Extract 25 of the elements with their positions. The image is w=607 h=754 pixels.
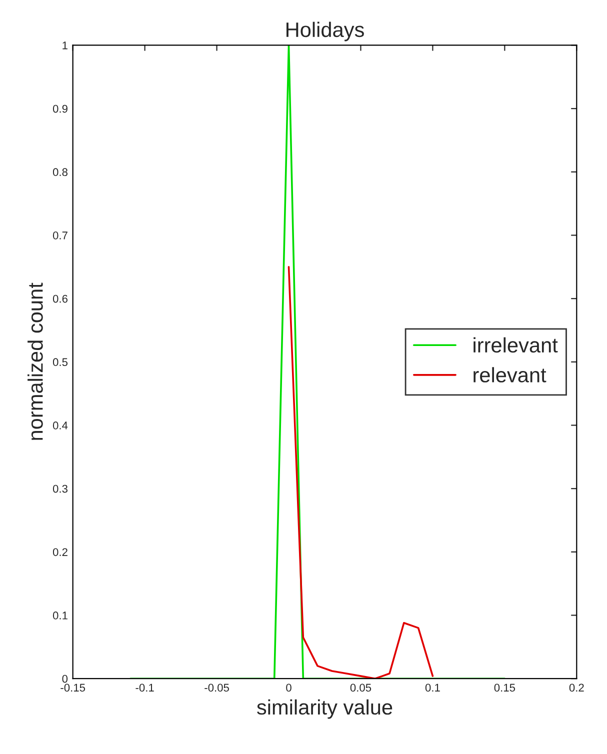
legend-label: irrelevant (474, 337, 558, 353)
y-tick-label: 0.3 (52, 484, 68, 493)
x-tick-label: 0.05 (350, 684, 372, 692)
x-axis-title: similarity value (257, 699, 392, 719)
y-tick-label: 0.1 (52, 612, 68, 620)
x-tick-label: -0.1 (136, 684, 154, 692)
x-tick-label: 0.15 (494, 684, 516, 692)
x-tick-label: 0.1 (425, 684, 440, 692)
y-tick-label: 0.5 (52, 358, 68, 366)
y-tick-label: 0.4 (52, 422, 68, 430)
chart-title: Holidays (286, 22, 364, 42)
y-tick-label: 0.9 (52, 104, 68, 113)
y-tick-label: 0.2 (52, 548, 68, 556)
y-tick-label: 0.6 (52, 294, 68, 303)
y-tick-label: 0 (62, 674, 68, 683)
legend-label: relevant (474, 367, 546, 382)
x-tick-label: -0.15 (60, 684, 86, 692)
x-tick-label: 0 (286, 684, 292, 692)
x-tick-label: 0.2 (569, 684, 584, 692)
x-tick-label: -0.05 (204, 684, 229, 692)
line-series (288, 266, 434, 679)
y-axis-title: normalized count (28, 282, 43, 440)
y-tick-label: 1 (62, 42, 68, 50)
y-tick-label: 0.7 (52, 232, 68, 240)
y-tick-label: 0.8 (52, 168, 68, 176)
